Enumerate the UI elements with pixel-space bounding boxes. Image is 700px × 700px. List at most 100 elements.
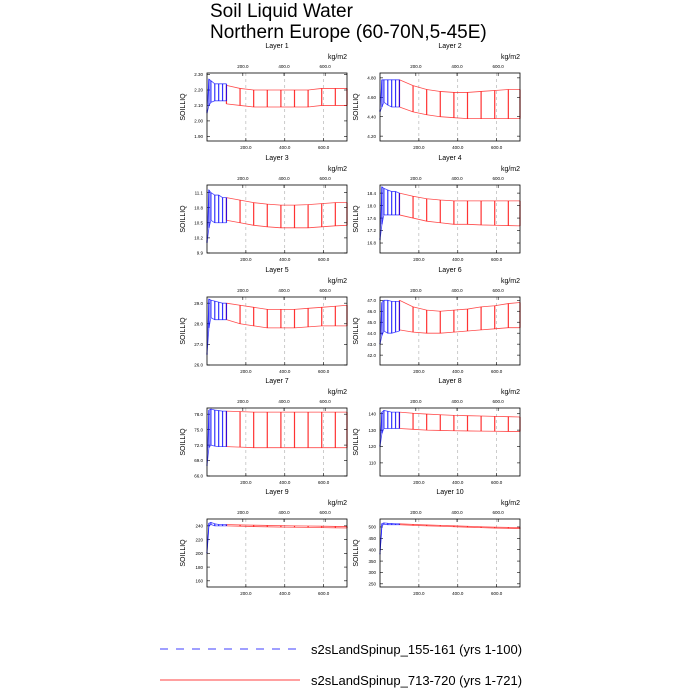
x2-tick-label: 600.0 xyxy=(320,510,332,515)
y-axis-label: SOILLIQ xyxy=(180,428,187,456)
y-tick-label: 180 xyxy=(195,565,203,570)
plot-frame xyxy=(206,296,348,366)
panel-title: Layer 5 xyxy=(265,267,288,274)
y-tick-label: 43.0 xyxy=(367,342,376,347)
y-tick-label: 1.90 xyxy=(194,134,203,139)
y-tick-label: 130 xyxy=(368,428,376,433)
y-tick-label: 17.6 xyxy=(367,216,376,221)
y-tick-label: 160 xyxy=(195,579,203,584)
series-envelope xyxy=(399,327,520,334)
x-tick-label: 400.0 xyxy=(452,369,464,374)
series-envelope xyxy=(399,79,520,93)
x-tick-label: 600.0 xyxy=(318,480,330,485)
y-tick-label: 4.40 xyxy=(367,114,376,119)
units-label: kg/m2 xyxy=(328,500,347,507)
plot-frame xyxy=(206,518,348,588)
y-tick-label: 18.4 xyxy=(367,191,376,196)
panel: Layer 9 kg/m2 SOILLIQ 200.0 400.0 600.0 200.0 4… xyxy=(180,489,348,596)
x-tick-label: 600.0 xyxy=(318,591,330,596)
x2-tick-label: 600.0 xyxy=(320,176,332,181)
y-tick-label: 47.0 xyxy=(367,298,376,303)
units-label: kg/m2 xyxy=(501,389,520,396)
x-tick-label: 200.0 xyxy=(240,145,252,150)
units-label: kg/m2 xyxy=(501,500,520,507)
y-tick-label: 46.0 xyxy=(367,309,376,314)
x-tick-label: 400.0 xyxy=(279,369,291,374)
x-tick-label: 600.0 xyxy=(491,480,503,485)
x-tick-label: 600.0 xyxy=(491,145,503,150)
series-envelope xyxy=(379,79,400,110)
x-tick-label: 400.0 xyxy=(452,591,464,596)
panel-title: Layer 1 xyxy=(265,43,288,50)
units-label: kg/m2 xyxy=(501,166,520,173)
series-envelope xyxy=(206,100,227,114)
y-tick-label: 44.0 xyxy=(367,331,376,336)
units-label: kg/m2 xyxy=(501,278,520,285)
series-envelope xyxy=(206,219,227,243)
y-axis-label: SOILLIQ xyxy=(180,317,187,345)
series-envelope xyxy=(399,524,521,529)
series-envelope xyxy=(399,523,521,529)
x2-tick-label: 200.0 xyxy=(237,176,249,181)
x-tick-label: 400.0 xyxy=(452,480,464,485)
x2-tick-label: 200.0 xyxy=(410,64,422,69)
y-tick-label: 9.9 xyxy=(197,251,204,256)
x2-tick-label: 200.0 xyxy=(410,510,422,515)
series-envelope xyxy=(399,192,520,202)
y-tick-label: 2.20 xyxy=(194,88,203,93)
x-tick-label: 400.0 xyxy=(279,257,291,262)
units-label: kg/m2 xyxy=(328,166,347,173)
x2-tick-label: 200.0 xyxy=(410,176,422,181)
x2-tick-label: 600.0 xyxy=(320,399,332,404)
panel-title: Layer 6 xyxy=(438,267,461,274)
legend-label: s2sLandSpinup_155-161 (yrs 1-100) xyxy=(311,642,522,657)
y-tick-label: 400 xyxy=(368,547,376,552)
x2-tick-label: 400.0 xyxy=(278,288,290,293)
x2-tick-label: 600.0 xyxy=(493,176,505,181)
panel: Layer 8 kg/m2 SOILLIQ 200.0 400.0 600.0 200.0 4… xyxy=(353,378,521,485)
units-label: kg/m2 xyxy=(328,54,347,61)
x2-tick-label: 200.0 xyxy=(410,399,422,404)
y-tick-label: 10.2 xyxy=(194,236,203,241)
y-tick-label: 17.2 xyxy=(367,228,376,233)
panel: Layer 1 kg/m2 SOILLIQ 200.0 400.0 600.0 200.0 4… xyxy=(180,43,348,150)
series-envelope xyxy=(399,299,521,312)
y-tick-label: 78.0 xyxy=(194,412,203,417)
y-tick-label: 500 xyxy=(368,525,376,530)
panel-title: Layer 8 xyxy=(438,378,461,385)
series-envelope xyxy=(226,319,347,329)
x-tick-label: 600.0 xyxy=(318,145,330,150)
series-envelope xyxy=(379,299,400,344)
x2-tick-label: 400.0 xyxy=(451,64,463,69)
y-tick-label: 66.0 xyxy=(194,474,203,479)
x2-tick-label: 600.0 xyxy=(320,288,332,293)
x2-tick-label: 400.0 xyxy=(451,176,463,181)
x2-tick-label: 200.0 xyxy=(237,399,249,404)
y-tick-label: 69.0 xyxy=(194,458,203,463)
y-tick-label: 29.0 xyxy=(194,301,203,306)
y-axis-label: SOILLIQ xyxy=(353,539,360,567)
panel-title: Layer 4 xyxy=(438,155,461,162)
x2-tick-label: 400.0 xyxy=(451,510,463,515)
y-tick-label: 2.30 xyxy=(194,72,203,77)
y-axis-label: SOILLIQ xyxy=(180,539,187,567)
series-envelope xyxy=(206,524,227,554)
series-envelope xyxy=(379,428,400,447)
y-tick-label: 140 xyxy=(368,411,376,416)
x-tick-label: 200.0 xyxy=(413,257,425,262)
y-tick-label: 28.0 xyxy=(194,321,203,326)
y-tick-label: 4.80 xyxy=(367,76,376,81)
series-envelope xyxy=(379,330,400,345)
series-envelope xyxy=(206,408,227,465)
panel-title: Layer 10 xyxy=(436,489,463,496)
x2-tick-label: 600.0 xyxy=(493,288,505,293)
y-tick-label: 11.1 xyxy=(195,190,204,195)
plot-frame xyxy=(206,184,348,254)
x2-tick-label: 400.0 xyxy=(278,176,290,181)
series-envelope xyxy=(379,410,400,445)
x2-tick-label: 600.0 xyxy=(320,64,332,69)
legend-label: s2sLandSpinup_713-720 (yrs 1-721) xyxy=(311,673,522,688)
series-envelope xyxy=(379,186,400,239)
series-envelope xyxy=(226,410,347,413)
